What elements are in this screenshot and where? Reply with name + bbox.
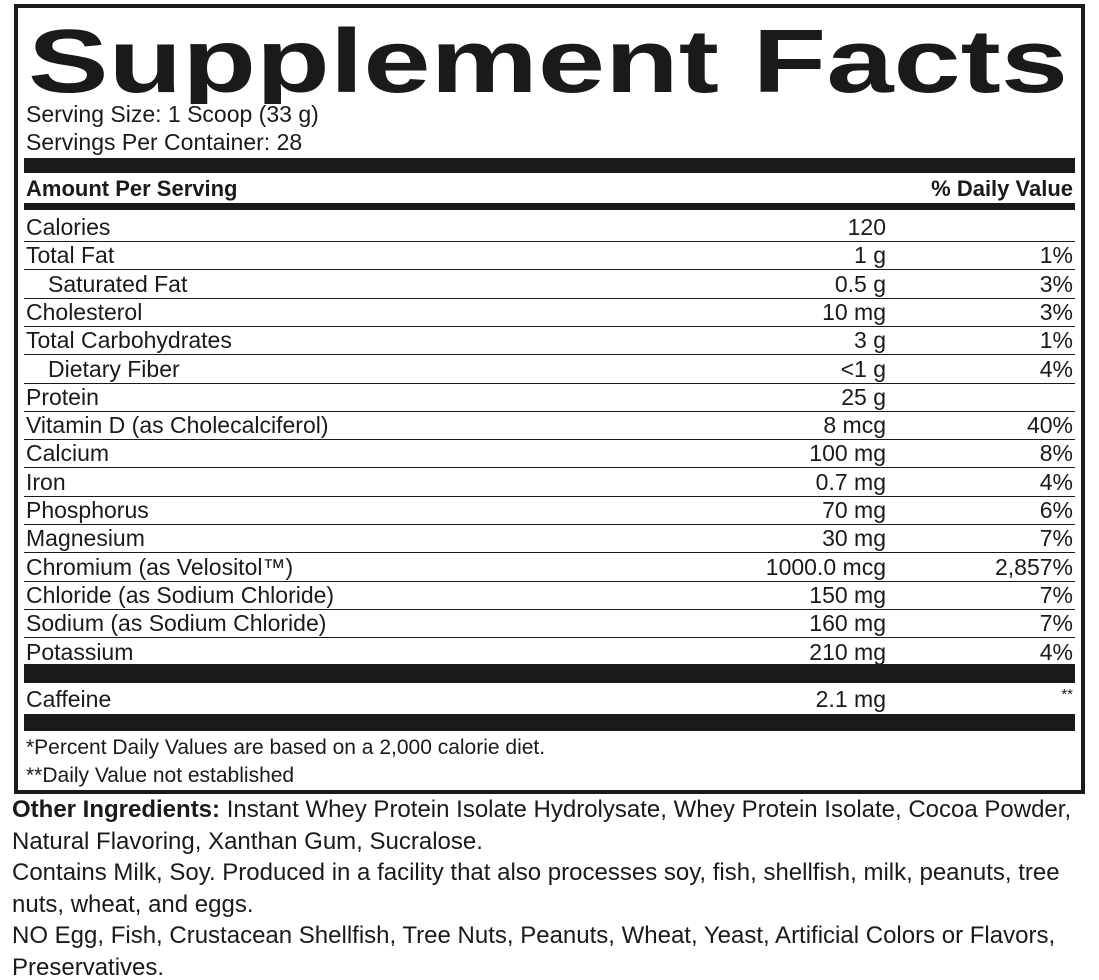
nutrient-name: Calcium [26, 440, 110, 467]
nutrient-row: Iron 0.7 mg 4% [24, 468, 1075, 497]
nutrient-name: Vitamin D (as Cholecalciferol) [26, 412, 329, 439]
daily-value: 8% [1039, 440, 1073, 467]
nutrient-amount: 70 mg [822, 497, 886, 523]
nutrient-name: Total Carbohydrates [26, 327, 232, 354]
nutrient-amount: 100 mg [809, 440, 886, 467]
footnote: **Daily Value not established [26, 764, 295, 787]
nutrient-name: Total Fat [26, 242, 115, 269]
nutrient-row: Saturated Fat 0.5 g 3% [24, 270, 1075, 299]
nutrient-amount: 120 [847, 214, 886, 240]
nutrient-row: Magnesium 30 mg 7% [24, 524, 1075, 554]
nutrient-amount: 160 mg [809, 610, 886, 637]
nutrient-amount: 0.7 mg [815, 468, 886, 495]
nutrient-row: Total Carbohydrates 3 g 1% [24, 326, 1075, 356]
daily-value: 1% [1039, 242, 1073, 269]
nutrient-row: Caffeine 2.1 mg ** [24, 685, 1075, 713]
nutrient-name: Protein [26, 383, 99, 410]
nutrient-amount: 30 mg [822, 525, 886, 552]
daily-value: 7% [1039, 525, 1073, 552]
daily-value: ** [1061, 686, 1073, 703]
nutrient-name: Phosphorus [26, 497, 149, 523]
nutrient-name: Cholesterol [26, 298, 143, 325]
ingredients: Other Ingredients: Instant Whey Protein … [12, 794, 1096, 980]
nutrient-name: Chromium (as Velositol™) [26, 553, 294, 580]
nutrient-name: Potassium [26, 638, 134, 665]
daily-value: 40% [1026, 412, 1073, 439]
daily-value: 7% [1039, 581, 1073, 608]
nutrient-row: Potassium 210 mg 4% [24, 638, 1075, 666]
footnote: *Percent Daily Values are based on a 2,0… [26, 736, 546, 759]
nutrient-amount: 2.1 mg [815, 686, 886, 712]
daily-value: 4% [1039, 468, 1073, 495]
nutrient-name: Iron [26, 468, 66, 495]
title: Supplement Facts [28, 14, 1068, 104]
daily-value: 4% [1039, 355, 1073, 382]
nutrient-row: Cholesterol 10 mg 3% [24, 298, 1075, 327]
thick-rule [24, 664, 1075, 683]
nutrient-amount: 150 mg [809, 581, 886, 608]
nutrient-name: Caffeine [26, 686, 112, 712]
nutrient-amount: 8 mcg [823, 412, 886, 439]
nutrient-row: Chloride (as Sodium Chloride) 150 mg 7% [24, 581, 1075, 610]
daily-value: 3% [1039, 270, 1073, 297]
nutrient-amount: 3 g [854, 327, 886, 354]
nutrient-amount: <1 g [840, 355, 886, 382]
title-svg: Supplement Facts [28, 14, 1068, 104]
nutrient-row: Dietary Fiber <1 g 4% [24, 355, 1075, 384]
nutrient-name: Chloride (as Sodium Chloride) [26, 581, 335, 608]
nutrient-amount: 10 mg [822, 298, 886, 325]
nutrient-row: Total Fat 1 g 1% [24, 241, 1075, 271]
nutrient-row: Calcium 100 mg 8% [24, 439, 1075, 469]
daily-value: 6% [1039, 497, 1073, 523]
thick-rule [24, 158, 1075, 173]
nutrient-name: Sodium (as Sodium Chloride) [26, 610, 327, 637]
daily-value: 2,857% [994, 553, 1073, 580]
nutrient-amount: 0.5 g [834, 270, 886, 297]
daily-value: 1% [1039, 327, 1073, 354]
serving-size: Serving Size: 1 Scoop (33 g) [26, 101, 319, 127]
nutrient-name: Magnesium [26, 525, 145, 552]
nutrient-row: Vitamin D (as Cholecalciferol) 8 mcg 40% [24, 411, 1075, 441]
supplement-facts-panel: Supplement Facts Serving Size: 1 Scoop (… [14, 4, 1085, 794]
nutrient-row: Protein 25 g [24, 383, 1075, 412]
ingredients-label: Other Ingredients: [12, 796, 221, 823]
nutrient-name: Saturated Fat [48, 270, 188, 297]
free-from: NO Egg, Fish, Crustacean Shellfish, Tree… [12, 922, 1056, 980]
ingredients-paragraph: Other Ingredients: Instant Whey Protein … [12, 794, 1096, 857]
nutrient-row: Phosphorus 70 mg 6% [24, 496, 1075, 525]
thick-rule [24, 714, 1075, 731]
ingredients-text: Instant Whey Protein Isolate Hydrolysate… [12, 796, 1072, 855]
header-row: Amount Per Serving % Daily Value [24, 175, 1075, 203]
amount-header: Amount Per Serving [26, 176, 238, 201]
nutrient-name: Calories [26, 214, 111, 240]
nutrient-amount: 1000.0 mcg [765, 553, 886, 580]
nutrient-amount: 210 mg [809, 638, 886, 665]
medium-rule [24, 203, 1075, 210]
nutrient-row: Calories 120 [24, 213, 1075, 242]
nutrient-row: Chromium (as Velositol™) 1000.0 mcg 2,857% [24, 553, 1075, 582]
nutrient-row: Sodium (as Sodium Chloride) 160 mg 7% [24, 609, 1075, 639]
nutrient-amount: 1 g [854, 242, 886, 269]
daily-value: 4% [1039, 638, 1073, 665]
nutrient-amount: 25 g [841, 383, 886, 410]
allergens: Contains Milk, Soy. Produced in a facili… [12, 859, 1060, 918]
daily-value: 7% [1039, 610, 1073, 637]
servings-per-container: Servings Per Container: 28 [26, 129, 303, 155]
daily-value: 3% [1039, 298, 1073, 325]
nutrient-name: Dietary Fiber [48, 355, 180, 382]
dv-header: % Daily Value [931, 176, 1073, 201]
